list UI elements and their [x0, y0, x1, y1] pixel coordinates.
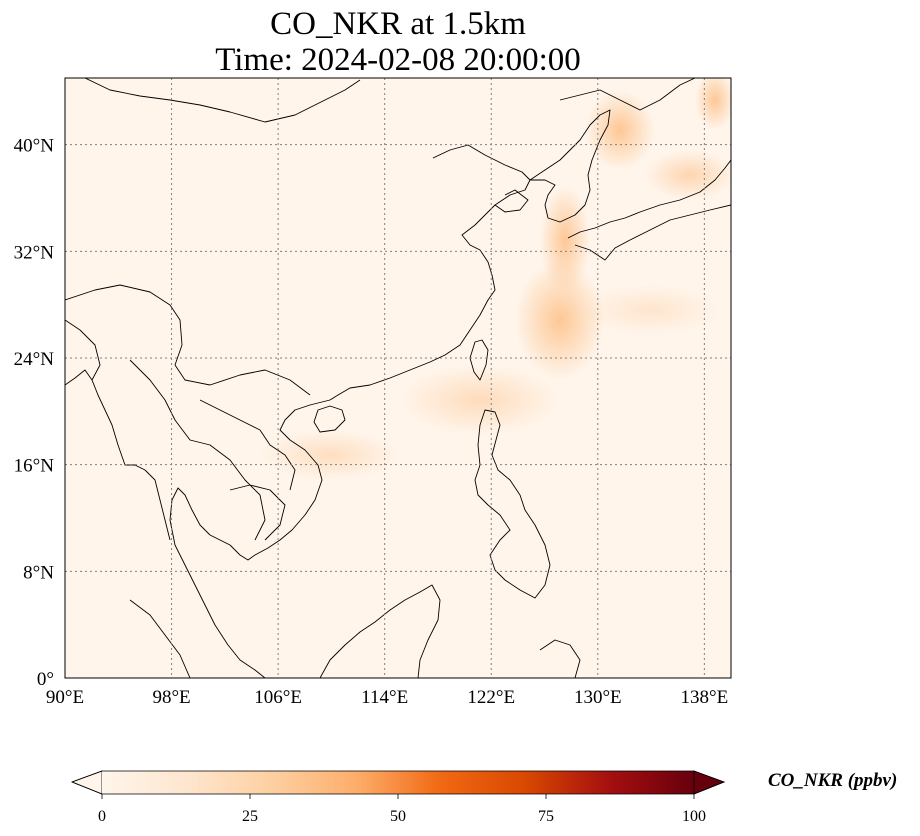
- border-india-myanmar: [65, 319, 101, 381]
- latitude-tick-labels: 0° 8°N 16°N 24°N 32°N 40°N: [14, 136, 55, 690]
- gridlines: [65, 78, 731, 678]
- coast-sumatra: [129, 599, 191, 678]
- colorbar-extend-min: [70, 770, 103, 795]
- lat-tick-label: 40°N: [14, 136, 55, 157]
- colorbar-tick-label: 100: [682, 808, 706, 825]
- lat-tick-label: 16°N: [14, 456, 55, 477]
- border-north: [84, 78, 361, 123]
- colorbar-ticks: 0 25 50 75 100: [98, 794, 706, 825]
- plume-manchuria: [585, 90, 655, 170]
- coast-borneo: [319, 584, 441, 678]
- colorbar-tick-label: 50: [390, 808, 406, 825]
- border-china-south: [65, 284, 311, 396]
- lon-tick-label: 130°E: [574, 687, 622, 708]
- plume-japan-sea: [645, 150, 731, 200]
- colorbar-tick-label: 25: [242, 808, 258, 825]
- plume-south-china-sea: [400, 365, 560, 435]
- co-concentration-field: [260, 78, 731, 480]
- lat-tick-label: 0°: [37, 669, 54, 690]
- map-frame: [64, 77, 732, 679]
- coast-myanmar: [65, 369, 171, 541]
- lon-tick-label: 138°E: [681, 687, 729, 708]
- coast-philippines: [474, 409, 551, 599]
- lon-tick-label: 106°E: [254, 687, 302, 708]
- coast-malay: [169, 487, 266, 678]
- colorbar-tick-label: 0: [98, 808, 106, 825]
- coastlines: [65, 78, 731, 678]
- colorbar: 0 25 50 75 100: [70, 770, 726, 825]
- coast-indochina: [209, 399, 331, 561]
- coast-sulawesi: [539, 639, 581, 678]
- plume-east-china-sea: [515, 260, 605, 380]
- lon-tick-label: 122°E: [467, 687, 515, 708]
- plume-indochina: [260, 430, 400, 480]
- map-title: CO_NKR at 1.5km: [270, 6, 526, 42]
- lat-tick-label: 24°N: [14, 349, 55, 370]
- lat-tick-label: 32°N: [14, 242, 55, 263]
- coast-japan: [567, 159, 731, 239]
- colorbar-label: CO_NKR (ppbv): [768, 770, 898, 791]
- coast-hainan: [313, 405, 346, 433]
- border-laos-vietnam: [199, 399, 296, 491]
- map-background: [65, 78, 731, 678]
- plume-pacific: [580, 285, 720, 335]
- border-northeast: [559, 78, 696, 111]
- longitude-tick-labels: 90°E 98°E 106°E 114°E 122°E 130°E 138°E: [46, 687, 728, 708]
- coast-china: [329, 144, 531, 401]
- coast-shandong: [494, 189, 529, 213]
- plume-korea-strait: [540, 185, 590, 295]
- colorbar-gradient: [102, 771, 694, 794]
- coast-taiwan: [469, 339, 489, 381]
- colorbar-extend-max: [693, 770, 726, 795]
- colorbar-tick-label: 75: [538, 808, 554, 825]
- plume-northeast: [695, 78, 731, 130]
- border-thailand: [129, 359, 266, 541]
- lon-tick-label: 98°E: [152, 687, 190, 708]
- lat-tick-label: 8°N: [23, 562, 54, 583]
- lon-tick-label: 114°E: [361, 687, 408, 708]
- border-cambodia: [229, 484, 286, 541]
- map-subtitle-time: Time: 2024-02-08 20:00:00: [215, 42, 581, 78]
- lon-tick-label: 90°E: [46, 687, 84, 708]
